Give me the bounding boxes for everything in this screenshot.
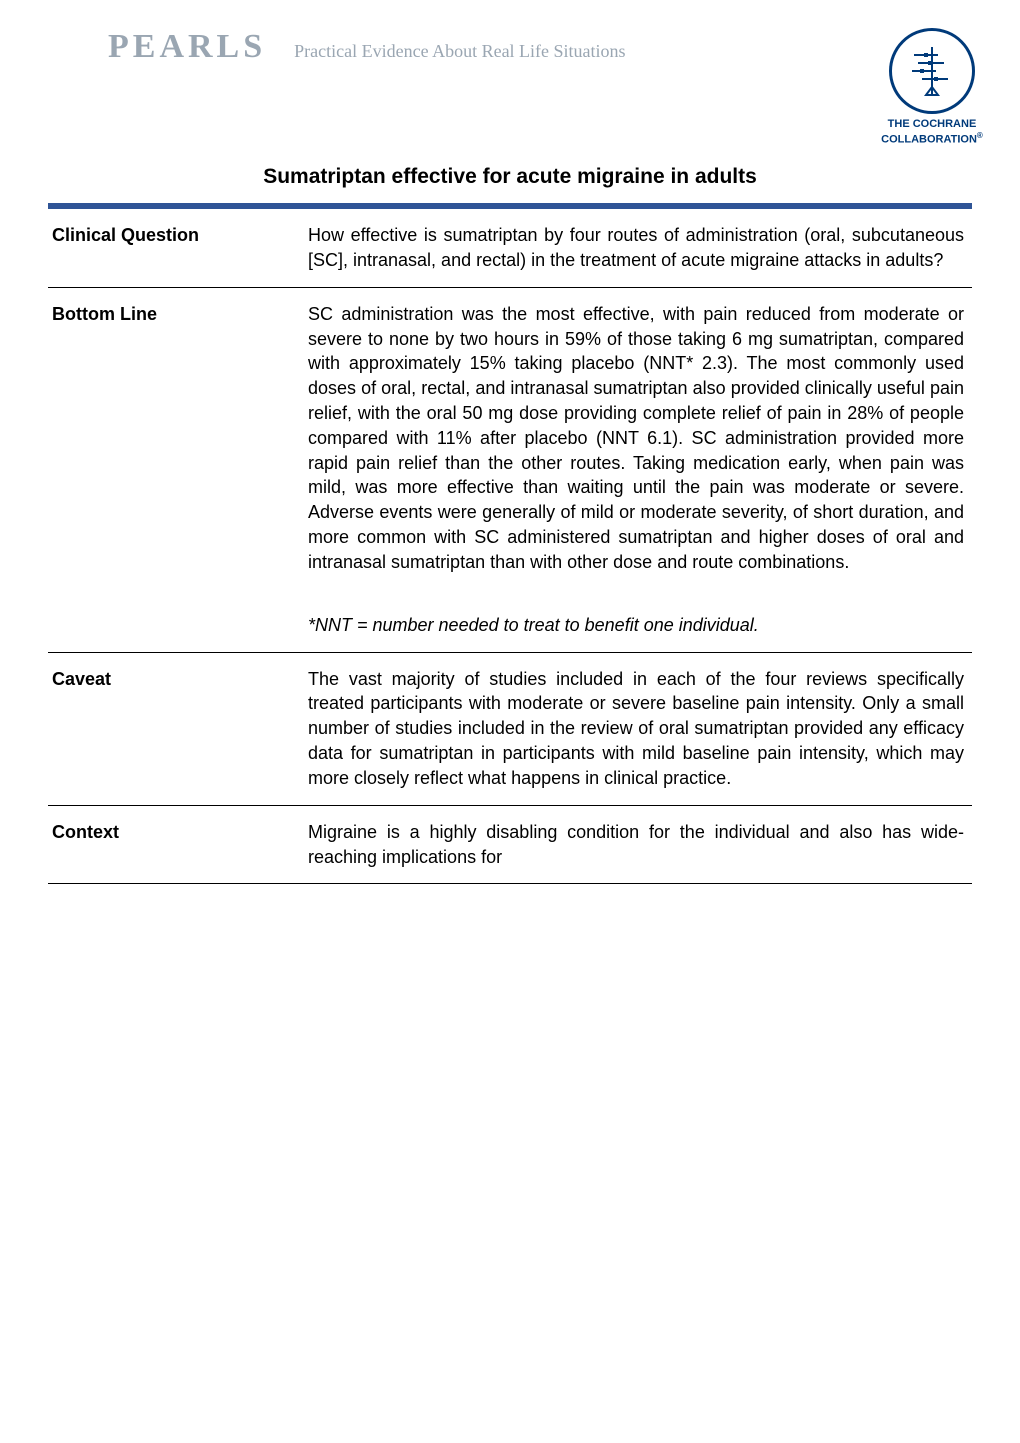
table-row: Clinical QuestionHow effective is sumatr… (48, 209, 972, 287)
row-body: Migraine is a highly disabling condition… (308, 805, 972, 884)
row-body-text: The vast majority of studies included in… (308, 667, 964, 791)
pearls-subtitle: Practical Evidence About Real Life Situa… (294, 41, 625, 62)
row-body: SC administration was the most effective… (308, 287, 972, 652)
logo-circle-icon (889, 28, 975, 114)
logo-line1: THE COCHRANE (888, 118, 977, 130)
logo-line2: COLLABORATION (881, 134, 977, 146)
logo-reg: ® (977, 131, 983, 140)
row-body: The vast majority of studies included in… (308, 652, 972, 805)
table-row: ContextMigraine is a highly disabling co… (48, 805, 972, 884)
cochrane-logo: THE COCHRANE COLLABORATION® (872, 28, 992, 147)
header-left: PEARLS Practical Evidence About Real Lif… (48, 28, 626, 66)
row-body-text: Migraine is a highly disabling condition… (308, 820, 964, 870)
row-label: Context (48, 805, 308, 884)
table-row: Bottom LineSC administration was the mos… (48, 287, 972, 652)
logo-text: THE COCHRANE COLLABORATION® (881, 118, 983, 147)
row-label: Caveat (48, 652, 308, 805)
row-body: How effective is sumatriptan by four rou… (308, 209, 972, 287)
row-body-text: How effective is sumatriptan by four rou… (308, 223, 964, 273)
row-label: Clinical Question (48, 209, 308, 287)
content-table: Clinical QuestionHow effective is sumatr… (48, 209, 972, 884)
table-row: CaveatThe vast majority of studies inclu… (48, 652, 972, 805)
pearls-title: PEARLS (108, 28, 266, 66)
forest-plot-icon (904, 43, 960, 99)
row-body-text: SC administration was the most effective… (308, 302, 964, 575)
content-tbody: Clinical QuestionHow effective is sumatr… (48, 209, 972, 884)
page-title: Sumatriptan effective for acute migraine… (48, 165, 972, 189)
row-label: Bottom Line (48, 287, 308, 652)
row-note: *NNT = number needed to treat to benefit… (308, 613, 964, 638)
header-row: PEARLS Practical Evidence About Real Lif… (48, 28, 972, 147)
